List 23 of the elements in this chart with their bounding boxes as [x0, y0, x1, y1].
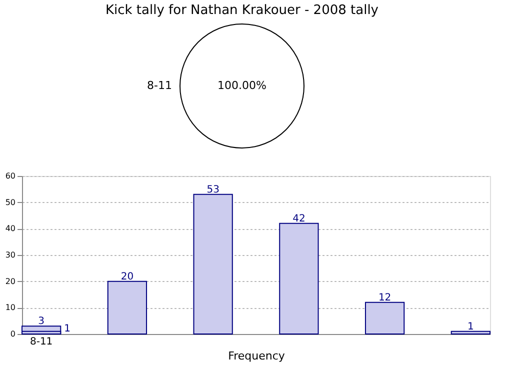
y-tick-label: 50: [5, 198, 16, 207]
data-label: 42: [292, 213, 306, 224]
bar: [107, 280, 148, 334]
y-tick-label: 40: [5, 224, 16, 234]
y-tick-label: 30: [5, 250, 16, 260]
data-label: 1: [64, 323, 71, 334]
data-label: 20: [120, 271, 134, 282]
y-tick-label: 20: [5, 276, 16, 286]
data-label: 12: [378, 292, 392, 304]
data-label: 53: [206, 184, 220, 196]
bar: [450, 330, 490, 334]
bar: [193, 194, 233, 334]
data-label: 100.00%: [218, 79, 266, 92]
bar: [279, 222, 319, 334]
x-axis-title: Frequency: [228, 350, 286, 362]
chart-title: Kick tally for Nathan Krakouer - 2008 tally: [105, 3, 379, 18]
slice-label: 8-11: [147, 79, 172, 92]
y-tick-label: 60: [5, 172, 16, 180]
y-tick-label: 0: [10, 330, 16, 338]
data-label: 3: [38, 316, 45, 328]
data-label: 1: [467, 321, 474, 332]
bar: [364, 302, 405, 334]
y-tick-label: 10: [5, 303, 16, 312]
